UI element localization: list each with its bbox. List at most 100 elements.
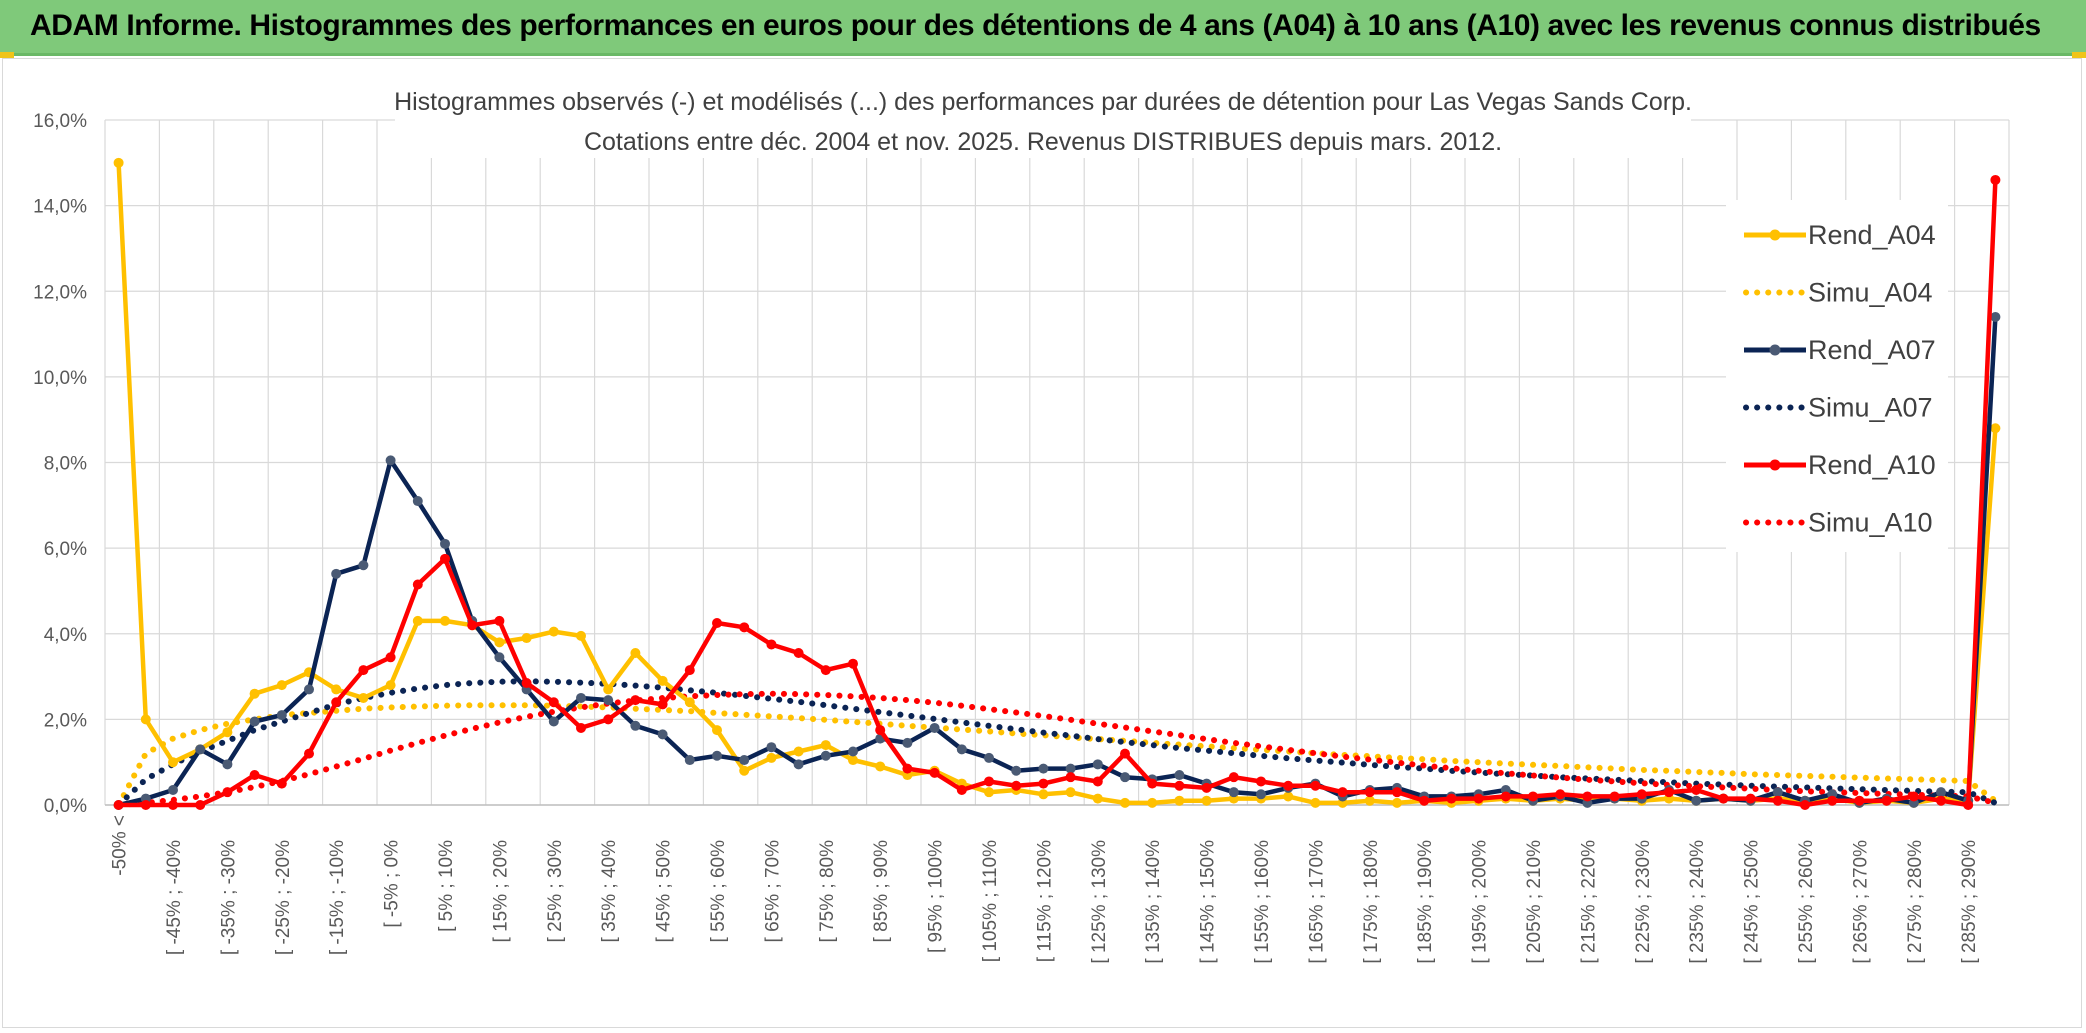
data-point (304, 684, 314, 695)
data-point (1582, 791, 1593, 802)
data-point (766, 742, 777, 753)
data-point (1174, 780, 1185, 791)
data-point (331, 568, 342, 579)
data-point (1772, 787, 1783, 798)
data-point (467, 620, 478, 631)
y-axis-ticks: 0,0% 2,0% 4,0% 6,0% 8,0% 10,0% 12,0% 14,0% 16,0% (33, 111, 87, 817)
data-point (1636, 789, 1647, 800)
y-tick-label: 4,0% (44, 625, 87, 646)
data-point (1147, 797, 1158, 808)
x-tick-label: [ 135% ; 140% (1143, 840, 1164, 964)
x-tick-label: [ 245% ; 250% (1742, 840, 1763, 964)
data-point (249, 688, 260, 699)
data-point (412, 615, 423, 626)
x-tick-label: [ 85% ; 90% (871, 840, 892, 943)
series-line-rend_a10 (118, 179, 1998, 808)
data-point (1092, 776, 1103, 787)
x-tick-label: [ 45% ; 50% (654, 840, 675, 943)
data-point (1800, 800, 1810, 810)
data-point (1990, 174, 2001, 185)
data-point (603, 714, 614, 725)
data-point (1745, 793, 1756, 804)
x-tick-label: [ 115% ; 120% (1034, 840, 1055, 962)
data-point (902, 763, 913, 774)
series-line-simu_a04 (115, 702, 1999, 808)
data-point (276, 778, 287, 789)
data-point (222, 727, 233, 738)
legend-marker (1769, 229, 1781, 241)
data-point (1065, 787, 1076, 798)
data-point (249, 770, 260, 781)
x-tick-label: [ 155% ; 160% (1252, 840, 1273, 964)
data-point (657, 699, 668, 710)
x-tick-label: [ 75% ; 80% (817, 840, 838, 943)
data-point (1473, 793, 1484, 804)
data-point (222, 759, 233, 770)
data-point (576, 692, 586, 703)
data-point (1691, 795, 1702, 806)
data-point (276, 710, 287, 721)
x-tick-label: [ 285% ; 290% (1959, 840, 1980, 964)
legend-label: Rend_A10 (1808, 450, 1936, 480)
data-point (1228, 787, 1239, 798)
data-point (1092, 793, 1103, 804)
data-point (1174, 770, 1185, 781)
x-tick-label: [ 15% ; 20% (490, 840, 511, 943)
data-point (331, 697, 342, 708)
data-point (576, 722, 586, 733)
data-point (766, 639, 777, 650)
data-point (1392, 797, 1402, 808)
data-point (1854, 795, 1865, 806)
data-point (630, 695, 641, 706)
x-tick-label: [ 235% ; 240% (1687, 840, 1708, 964)
x-tick-label: [ -35% ; -30% (218, 840, 239, 955)
series-line-simu_a07 (115, 678, 1999, 808)
data-point (875, 761, 886, 772)
data-point (739, 622, 750, 633)
data-point (304, 748, 314, 759)
data-point (1419, 795, 1430, 806)
data-point (1092, 759, 1103, 770)
data-point (168, 785, 178, 796)
data-point (712, 618, 722, 629)
data-point (984, 787, 994, 798)
legend-label: Simu_A10 (1808, 508, 1933, 538)
y-tick-label: 0,0% (44, 796, 87, 817)
data-point (1364, 795, 1375, 806)
data-point (412, 579, 423, 590)
data-point (1446, 793, 1457, 804)
data-point (1963, 800, 1974, 810)
x-tick-label: [ -45% ; -40% (164, 840, 185, 955)
data-point (331, 684, 342, 695)
x-tick-label: [ 265% ; 270% (1850, 840, 1871, 964)
data-point (712, 750, 722, 761)
chart-title: Histogrammes observés (-) et modélisés (… (394, 88, 1692, 116)
legend-label: Simu_A07 (1808, 393, 1933, 423)
data-point (440, 553, 450, 564)
x-tick-label: -50% < (110, 815, 131, 876)
data-point (603, 695, 614, 706)
data-point (113, 157, 124, 168)
data-point (140, 800, 151, 810)
x-tick-label: [ 55% ; 60% (708, 840, 729, 943)
data-point (548, 626, 559, 637)
x-tick-label: [ 175% ; 180% (1361, 840, 1382, 964)
x-tick-label: [ 185% ; 190% (1415, 840, 1436, 964)
y-tick-label: 2,0% (44, 710, 87, 731)
data-point (793, 746, 804, 757)
y-tick-label: 12,0% (33, 282, 87, 303)
data-point (1283, 780, 1294, 791)
data-point (1201, 795, 1212, 806)
data-point (1147, 778, 1158, 789)
data-point (875, 725, 886, 736)
x-axis-ticks: -50% < [ -45% ; -40% [ -35% ; -30% [ -25% ;… (110, 815, 1981, 964)
chart-frame (2, 58, 2082, 1028)
chart-subtitle: Cotations entre déc. 2004 et nov. 2025. … (584, 128, 1502, 156)
y-tick-label: 6,0% (44, 539, 87, 560)
data-point (412, 496, 423, 507)
x-tick-label: [ 65% ; 70% (762, 840, 783, 943)
data-point (358, 665, 369, 676)
data-point (1065, 772, 1076, 783)
data-point (1038, 778, 1049, 789)
